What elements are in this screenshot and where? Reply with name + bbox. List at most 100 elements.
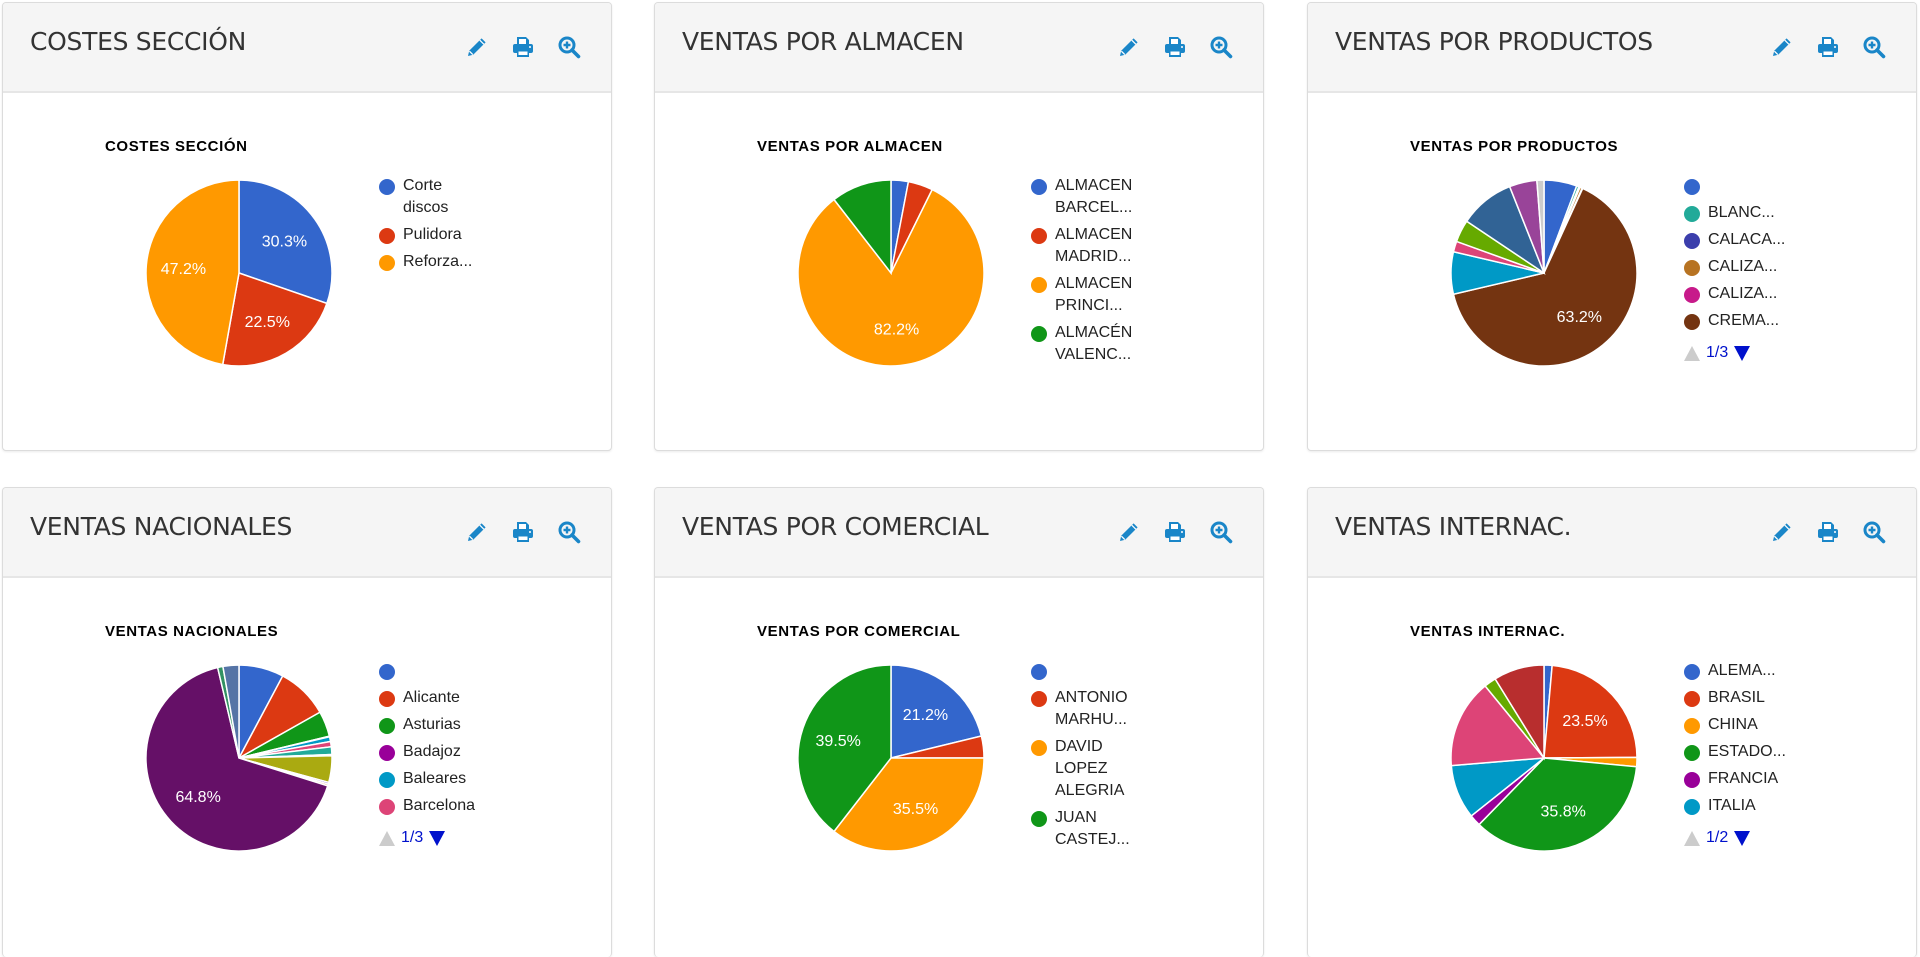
legend-next-page-icon[interactable] [1734,830,1751,846]
edit-button[interactable] [1770,35,1794,59]
legend-next-page-icon[interactable] [1734,345,1751,361]
legend-prev-page-icon[interactable] [379,830,395,846]
pie-chart[interactable]: 30.3% 22.5% 47.2% [129,163,349,383]
legend-label: FRANCIA [1708,770,1779,787]
legend-item[interactable]: Asturias [379,714,475,736]
panel-toolbar [465,35,581,59]
legend-item[interactable]: ALMACEN PRINCI... [1031,273,1132,317]
pie-slice[interactable] [145,179,240,366]
edit-button[interactable] [465,35,489,59]
zoom-in-button[interactable] [1862,520,1886,544]
legend-page-indicator: 1/3 [1706,344,1729,361]
chart-title: VENTAS POR PRODUCTOS [1410,138,1619,155]
edit-button[interactable] [1770,520,1794,544]
legend-item[interactable]: ESTADO... [1684,741,1786,763]
legend-item[interactable]: ANTONIO MARHU... [1031,687,1130,731]
zoom-in-button[interactable] [557,35,581,59]
panel-toolbar [465,520,581,544]
legend-item[interactable]: ALMACEN MADRID... [1031,224,1132,268]
zoom-in-button[interactable] [1862,35,1886,59]
print-icon [1818,522,1838,542]
legend-dot-icon [1684,799,1700,815]
pie-slice[interactable] [832,179,892,276]
legend-item[interactable]: ALMACÉN VALENC... [1031,322,1132,366]
legend-item[interactable]: ITALIA [1684,795,1786,817]
legend-item[interactable]: Barcelona [379,795,475,817]
legend-item[interactable] [379,660,475,682]
edit-button[interactable] [465,520,489,544]
zoom-in-button[interactable] [1209,35,1233,59]
legend-label: ALMACEN MADRID... [1055,226,1133,265]
legend-item[interactable]: Reforza... [379,251,472,273]
edit-button[interactable] [1117,35,1141,59]
chart-legend: ALEMA... BRASIL CHINA ESTADO... FRANCIA ITALI… [1684,660,1786,849]
legend-item[interactable]: Pulidora [379,224,472,246]
print-button[interactable] [1163,35,1187,59]
panel-toolbar [1117,35,1233,59]
legend-item[interactable]: CHINA [1684,714,1786,736]
pie-chart[interactable]: 82.2% [781,163,1001,383]
legend-item[interactable]: CREMA... [1684,310,1785,332]
pie-chart[interactable]: 21.2% 35.5% 39.5% [781,648,1001,868]
print-button[interactable] [1163,520,1187,544]
pie-slice[interactable] [238,179,333,305]
legend-item[interactable]: Corte discos [379,175,472,219]
chart-legend: ALMACEN BARCEL... ALMACEN MADRID... ALMACE… [1031,175,1132,371]
pie-slice[interactable] [1494,664,1545,761]
legend-item[interactable]: FRANCIA [1684,768,1786,790]
panel-header: VENTAS POR COMERCIAL [655,488,1263,578]
legend-label: Badajoz [403,743,461,760]
legend-item[interactable]: CALACA... [1684,229,1785,251]
legend-label: CALACA... [1708,231,1786,248]
pencil-icon [1120,523,1138,541]
legend-item[interactable]: DAVID LOPEZ ALEGRIA [1031,736,1130,802]
legend-dot-icon [1684,691,1700,707]
legend-item[interactable]: ALEMA... [1684,660,1786,682]
zoom-in-icon [1210,521,1233,544]
legend-item[interactable]: ALMACEN BARCEL... [1031,175,1132,219]
pie-chart[interactable]: 63.2% [1434,163,1654,383]
legend-dot-icon [1684,314,1700,330]
pie-slice[interactable] [1478,757,1638,852]
pie-slice[interactable] [797,188,985,367]
pie-slice[interactable] [1452,187,1638,367]
pie-slice[interactable] [797,664,892,833]
print-button[interactable] [511,520,535,544]
legend-label: Pulidora [403,226,462,243]
legend-item[interactable]: Alicante [379,687,475,709]
legend-item[interactable]: BRASIL [1684,687,1786,709]
pie-slice[interactable] [221,272,328,367]
print-button[interactable] [1816,35,1840,59]
legend-item[interactable]: BLANC... [1684,202,1785,224]
legend-prev-page-icon[interactable] [1684,345,1700,361]
zoom-in-icon [558,36,581,59]
pie-slice[interactable] [832,757,985,852]
zoom-in-button[interactable] [557,520,581,544]
pie-chart[interactable]: 23.5% 35.8% [1434,648,1654,868]
print-button[interactable] [1816,520,1840,544]
pie-slice[interactable] [1450,684,1546,767]
legend-item[interactable]: Badajoz [379,741,475,763]
legend-item[interactable]: JUAN CASTEJ... [1031,807,1130,851]
legend-item[interactable] [1684,175,1785,197]
zoom-in-button[interactable] [1209,520,1233,544]
pie-slice[interactable] [145,666,329,852]
slice-percent-label: 47.2% [161,261,206,278]
legend-dot-icon [1684,772,1700,788]
pie-slice[interactable] [1536,179,1545,274]
pie-chart[interactable]: 64.8% [129,648,349,868]
pencil-icon [1120,38,1138,56]
print-button[interactable] [511,35,535,59]
legend-label: DAVID LOPEZ ALEGRIA [1055,738,1125,799]
legend-item[interactable]: CALIZA... [1684,283,1785,305]
legend-item[interactable]: Baleares [379,768,475,790]
pie-slice[interactable] [1543,664,1638,759]
pie-slice[interactable] [222,664,240,759]
legend-item[interactable]: CALIZA... [1684,256,1785,278]
legend-prev-page-icon[interactable] [1684,830,1700,846]
pie-slice[interactable] [890,664,983,759]
slice-percent-label: 21.2% [903,707,948,724]
legend-next-page-icon[interactable] [429,830,446,846]
edit-button[interactable] [1117,520,1141,544]
legend-item[interactable] [1031,660,1130,682]
